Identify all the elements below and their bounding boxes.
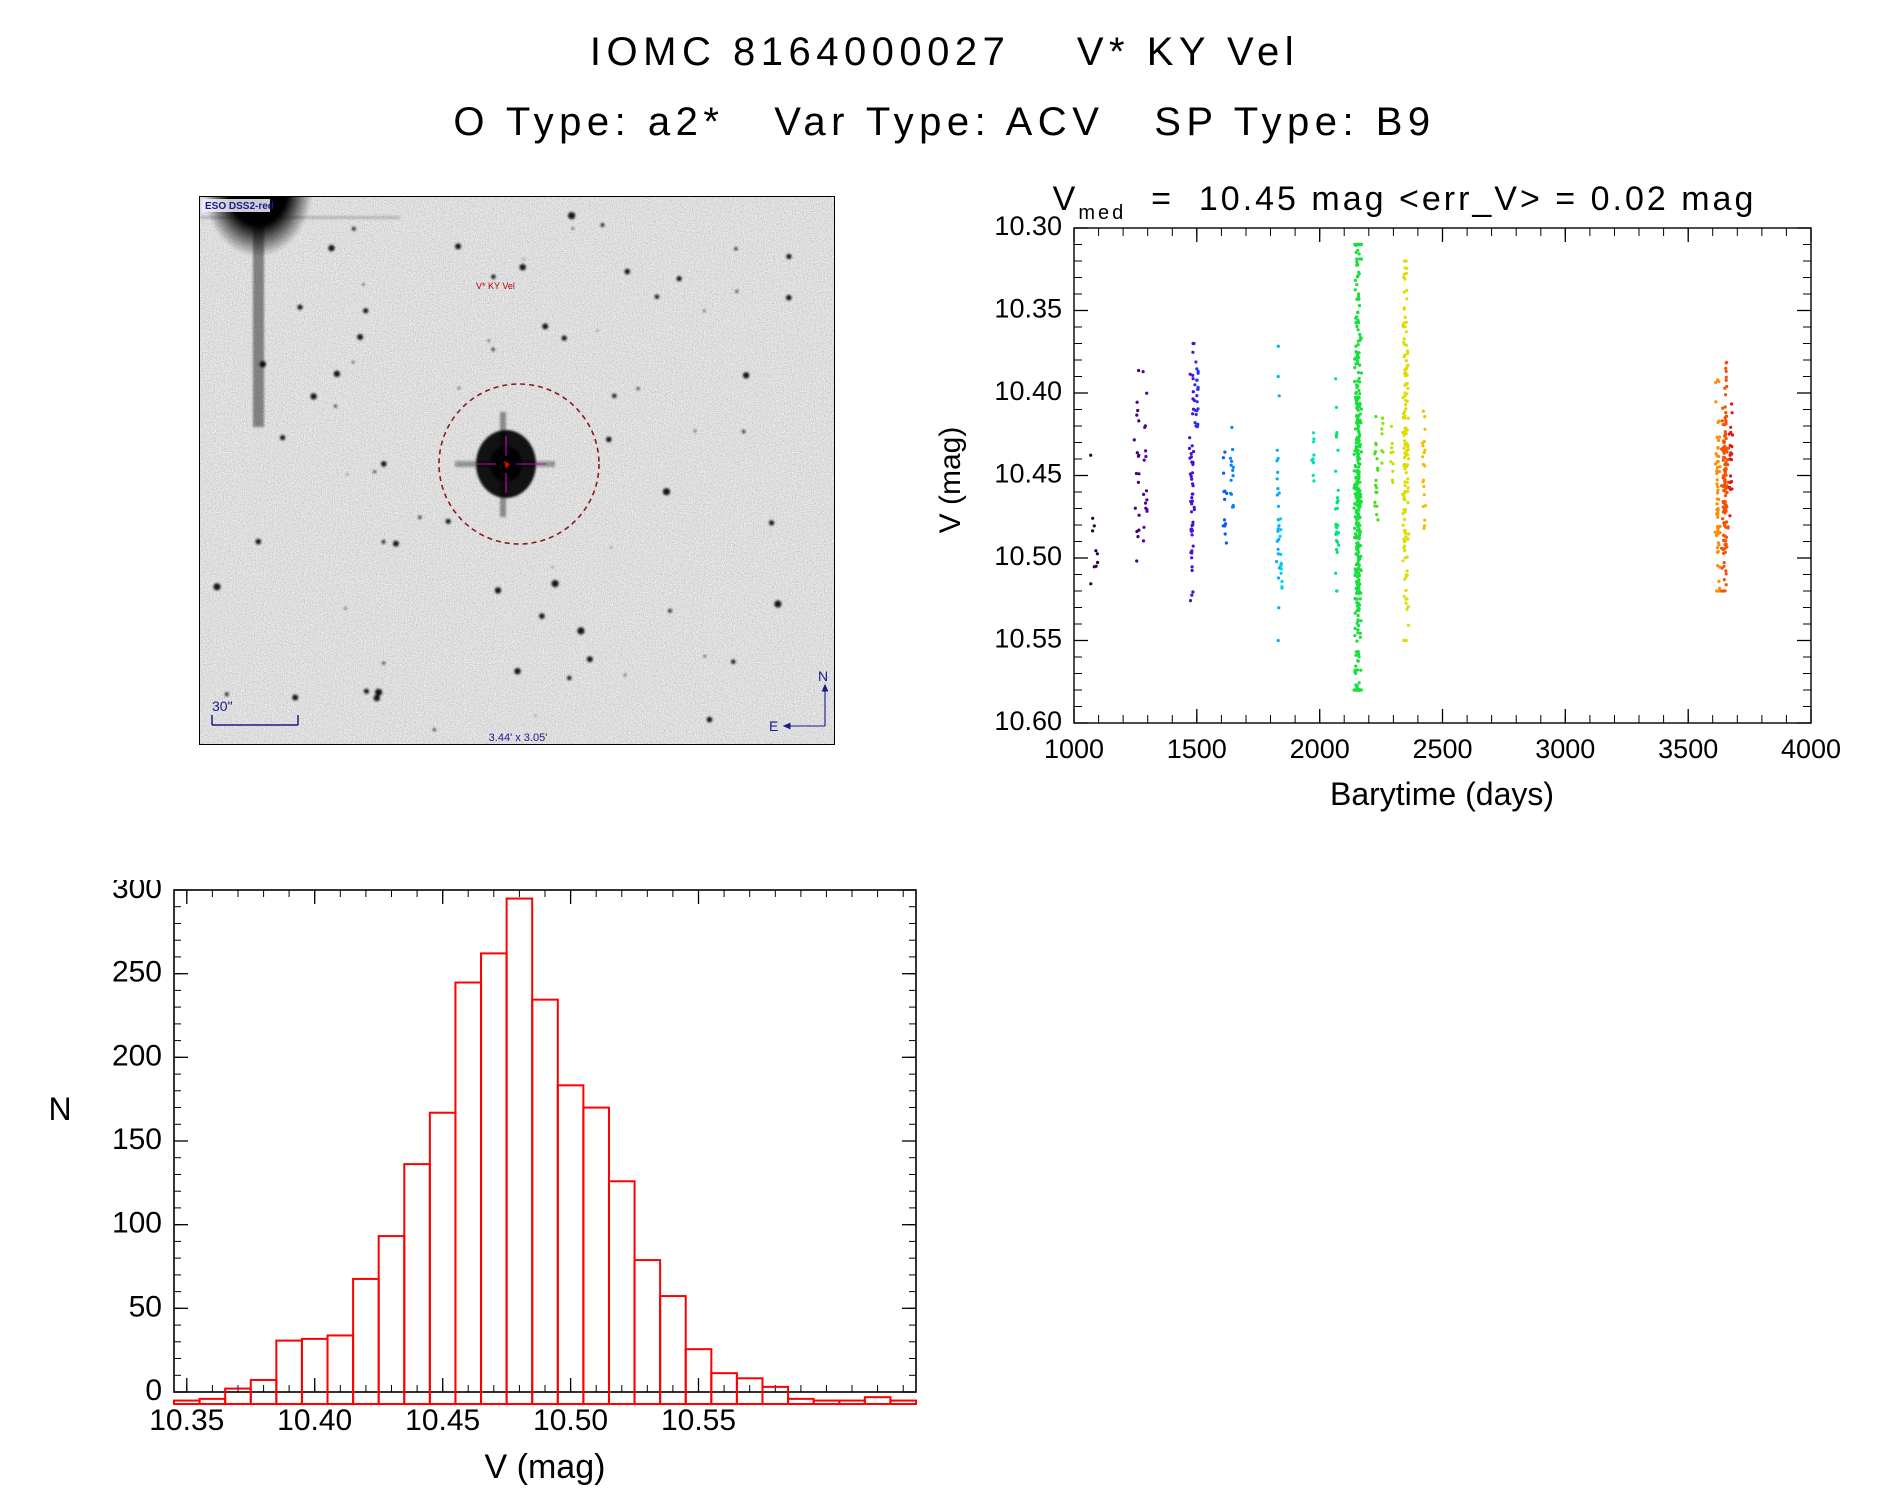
svg-text:10.30: 10.30 [994, 211, 1062, 241]
svg-text:10.60: 10.60 [994, 706, 1062, 736]
svg-text:ESO DSS2-red: ESO DSS2-red [205, 201, 274, 212]
svg-text:50: 50 [129, 1290, 162, 1323]
svg-text:Barytime (days): Barytime (days) [1330, 776, 1554, 812]
svg-text:10.45: 10.45 [405, 1404, 480, 1437]
svg-text:3500: 3500 [1658, 734, 1718, 764]
svg-text:100: 100 [112, 1207, 162, 1240]
svg-text:4000: 4000 [1781, 734, 1841, 764]
svg-text:300: 300 [112, 880, 162, 905]
svg-text:10.50: 10.50 [994, 541, 1062, 571]
svg-text:0: 0 [145, 1374, 162, 1407]
svg-text:10.55: 10.55 [994, 624, 1062, 654]
svg-text:10.55: 10.55 [661, 1404, 736, 1437]
svg-text:10.40: 10.40 [994, 376, 1062, 406]
svg-text:3.44' x 3.05': 3.44' x 3.05' [489, 732, 548, 744]
svg-text:V* KY Vel: V* KY Vel [476, 281, 515, 291]
svg-text:10.45: 10.45 [994, 459, 1062, 489]
svg-text:N: N [48, 1091, 71, 1127]
svg-text:150: 150 [112, 1123, 162, 1156]
svg-text:E: E [769, 718, 778, 734]
svg-text:10.40: 10.40 [277, 1404, 352, 1437]
svg-text:250: 250 [112, 956, 162, 989]
svg-text:10.50: 10.50 [533, 1404, 608, 1437]
svg-text:3000: 3000 [1535, 734, 1595, 764]
svg-text:10.35: 10.35 [994, 294, 1062, 324]
svg-text:2000: 2000 [1290, 734, 1350, 764]
svg-text:1000: 1000 [1044, 734, 1104, 764]
svg-text:V (mag): V (mag) [485, 1448, 606, 1486]
svg-text:10.35: 10.35 [149, 1404, 224, 1437]
svg-text:V (mag): V (mag) [934, 427, 967, 534]
svg-text:200: 200 [112, 1039, 162, 1072]
svg-text:1500: 1500 [1167, 734, 1227, 764]
svg-text:2500: 2500 [1412, 734, 1472, 764]
svg-text:30": 30" [212, 698, 233, 714]
svg-text:N: N [818, 668, 828, 684]
